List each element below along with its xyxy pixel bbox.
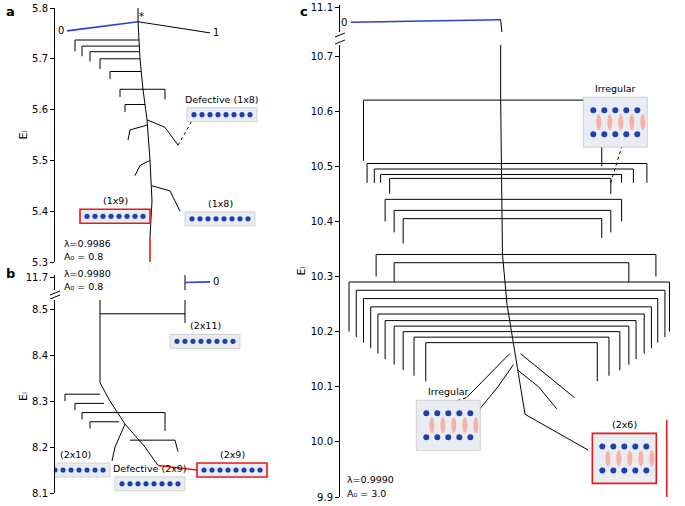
svg-text:(2x6): (2x6) — [612, 419, 637, 430]
svg-text:A₀ = 3.0: A₀ = 3.0 — [347, 488, 386, 499]
svg-text:Eᵢ: Eᵢ — [17, 392, 30, 401]
svg-text:8.3: 8.3 — [32, 396, 48, 407]
svg-text:1: 1 — [213, 27, 219, 38]
svg-text:c: c — [300, 4, 308, 19]
svg-text:8.1: 8.1 — [32, 488, 48, 499]
svg-text:Eᵢ: Eᵢ — [17, 131, 30, 140]
svg-text:10.5: 10.5 — [311, 161, 333, 172]
svg-text:10.0: 10.0 — [311, 436, 333, 447]
svg-text:5.6: 5.6 — [32, 104, 48, 115]
svg-text:10.6: 10.6 — [311, 106, 333, 117]
svg-text:10.2: 10.2 — [311, 326, 333, 337]
svg-text:8.2: 8.2 — [32, 442, 48, 453]
svg-text:0: 0 — [341, 17, 347, 28]
svg-text:(1x8): (1x8) — [208, 198, 233, 209]
svg-text:11.1: 11.1 — [311, 2, 333, 13]
svg-text:*: * — [139, 11, 144, 22]
svg-text:A₀ = 0.8: A₀ = 0.8 — [64, 251, 103, 262]
svg-text:9.9: 9.9 — [317, 492, 333, 503]
svg-text:(2x9): (2x9) — [220, 449, 245, 460]
svg-text:8.4: 8.4 — [32, 350, 48, 361]
svg-text:λ=0.9986: λ=0.9986 — [64, 238, 111, 249]
svg-text:b: b — [6, 266, 15, 281]
svg-text:0: 0 — [58, 25, 64, 36]
svg-text:Defective (1x8): Defective (1x8) — [185, 94, 259, 105]
svg-text:5.5: 5.5 — [32, 155, 48, 166]
svg-text:0: 0 — [213, 276, 219, 287]
svg-text:λ=0.9980: λ=0.9980 — [64, 268, 111, 279]
svg-text:10.7: 10.7 — [311, 51, 333, 62]
svg-text:Irregular: Irregular — [428, 386, 469, 397]
svg-text:8.5: 8.5 — [32, 304, 48, 315]
svg-text:(1x9): (1x9) — [103, 195, 128, 206]
svg-text:Eᵢ: Eᵢ — [295, 267, 308, 276]
svg-text:Irregular: Irregular — [595, 83, 636, 94]
svg-text:10.3: 10.3 — [311, 271, 333, 282]
svg-text:5.4: 5.4 — [32, 206, 48, 217]
svg-text:5.8: 5.8 — [32, 3, 48, 14]
svg-text:11.7: 11.7 — [26, 272, 48, 283]
svg-text:λ=0.9990: λ=0.9990 — [347, 474, 394, 485]
svg-text:A₀ = 0.8: A₀ = 0.8 — [64, 281, 103, 292]
svg-text:10.1: 10.1 — [311, 381, 333, 392]
svg-text:(2x11): (2x11) — [190, 320, 221, 331]
svg-text:a: a — [6, 4, 15, 19]
svg-text:10.4: 10.4 — [311, 216, 333, 227]
svg-text:5.7: 5.7 — [32, 53, 48, 64]
svg-text:Defective (2x9): Defective (2x9) — [113, 463, 187, 474]
svg-text:(2x10): (2x10) — [60, 449, 91, 460]
svg-text:5.3: 5.3 — [32, 257, 48, 268]
